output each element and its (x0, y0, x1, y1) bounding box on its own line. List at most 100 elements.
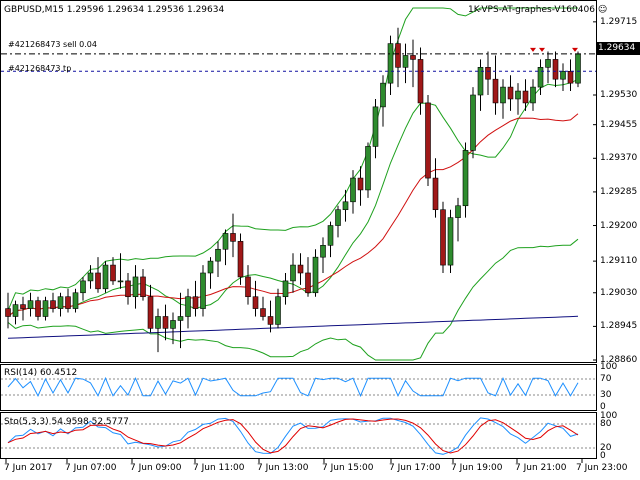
time-tick-label: 7 Jun 09:00 (130, 463, 182, 473)
sell-order-label[interactable]: #421268473 sell 0.04 (8, 40, 97, 49)
candle-body (170, 320, 176, 329)
candle-body (117, 280, 124, 283)
slow-moving-average-line (7, 315, 579, 339)
candle-body (515, 90, 521, 100)
candle-body (372, 106, 379, 147)
candle-body (440, 209, 446, 266)
candle-body (297, 264, 304, 274)
candle-body (95, 272, 101, 290)
candle-body (42, 300, 49, 317)
candle-body (530, 86, 536, 104)
candle-body (335, 209, 341, 226)
candle-body (365, 146, 371, 191)
candle-body (125, 280, 131, 298)
rsi-panel-frame (0, 364, 597, 411)
price-tick-label: 1.29110 (600, 256, 638, 267)
time-tick-label: 7 Jun 23:00 (576, 463, 628, 473)
candle-body (57, 296, 64, 309)
expert-name: 1K-VPS-AT-graphes-V160406 ☺ (468, 5, 608, 15)
price-tick-label: 1.28945 (600, 321, 638, 332)
rsi-line (7, 376, 579, 398)
candle-body (237, 241, 244, 278)
trade-arrow-icon (539, 47, 545, 52)
candle-body (207, 260, 214, 274)
candle-body (492, 78, 499, 104)
rsi-tick-label: 70 (600, 374, 612, 384)
candle-body (260, 308, 266, 317)
price-tick-label: 1.28860 (600, 355, 638, 365)
candle-body (252, 296, 259, 309)
candle-body (50, 300, 56, 309)
candle-body (185, 296, 191, 317)
candle-body (477, 67, 484, 96)
candle-body (177, 316, 184, 321)
stoch-main-line (7, 417, 579, 455)
candle-body (230, 233, 236, 242)
candle-body (485, 67, 491, 80)
bollinger-upper-line (7, 7, 578, 311)
candle-body (12, 304, 19, 317)
candle-body (575, 53, 581, 84)
price-tick-label: 1.29455 (600, 119, 638, 130)
candle-body (155, 316, 161, 329)
trade-arrow-icon (530, 47, 536, 52)
candle-body (215, 248, 221, 262)
candle-body (350, 177, 356, 203)
candle-body (282, 280, 289, 298)
candle-body (65, 296, 71, 309)
candle-body (5, 308, 11, 317)
candle-body (80, 280, 86, 294)
candle-body (20, 304, 26, 309)
candle-body (200, 272, 206, 309)
tp-order-label[interactable]: #421268473 tp (8, 64, 72, 73)
candle-body (357, 177, 364, 191)
candle-body (395, 43, 401, 68)
trade-arrow-icon (572, 47, 578, 52)
smiley-icon: ☺ (597, 5, 608, 15)
candle-body (147, 296, 154, 329)
candle-body (447, 217, 454, 266)
price-tick-label: 1.29530 (600, 90, 638, 100)
candle-body (102, 264, 109, 290)
time-tick-label: 7 Jun 19:00 (451, 463, 503, 473)
candle-body (417, 59, 424, 104)
candle-body (552, 59, 559, 80)
symbol-info: GBPUSD,M15 1.29596 1.29634 1.29536 1.296… (4, 5, 225, 15)
candle-body (312, 256, 319, 294)
candle-body (320, 245, 326, 258)
stoch-signal-line (7, 418, 579, 454)
candle-body (245, 276, 251, 298)
candle-body (27, 300, 34, 309)
candle-body (545, 59, 551, 68)
candle-body (192, 296, 199, 309)
candle-body (470, 94, 476, 151)
candle-body (560, 70, 566, 80)
stoch-tick-label: 20 (600, 443, 612, 453)
candle-body (455, 205, 461, 218)
candle-body (35, 300, 41, 317)
candle-body (290, 264, 296, 282)
candle-body (342, 201, 349, 211)
candle-body (132, 276, 139, 298)
stoch-tick-label: 0 (600, 451, 606, 461)
candle-body (567, 70, 574, 84)
main-panel-frame (0, 0, 597, 363)
stoch-tick-label: 80 (600, 419, 612, 429)
time-tick-label: 7 Jun 11:00 (193, 463, 245, 473)
stoch-tick-label: 100 (600, 411, 618, 421)
candle-body (275, 296, 281, 325)
candle-body (537, 67, 544, 88)
stoch-panel-frame (0, 412, 597, 459)
time-tick-label: 7 Jun 15:00 (322, 463, 374, 473)
candle-body (425, 102, 431, 179)
candle-body (110, 264, 116, 282)
rsi-label: RSI(14) 60.4512 (4, 368, 78, 378)
candle-body (410, 55, 416, 60)
bollinger-lower-line (7, 238, 579, 361)
candle-body (522, 90, 529, 104)
price-tick-label: 1.29370 (600, 153, 638, 164)
candle-body (327, 225, 334, 246)
rsi-tick-label: 100 (600, 362, 618, 372)
current-price-tag: 1.29634 (596, 42, 640, 55)
